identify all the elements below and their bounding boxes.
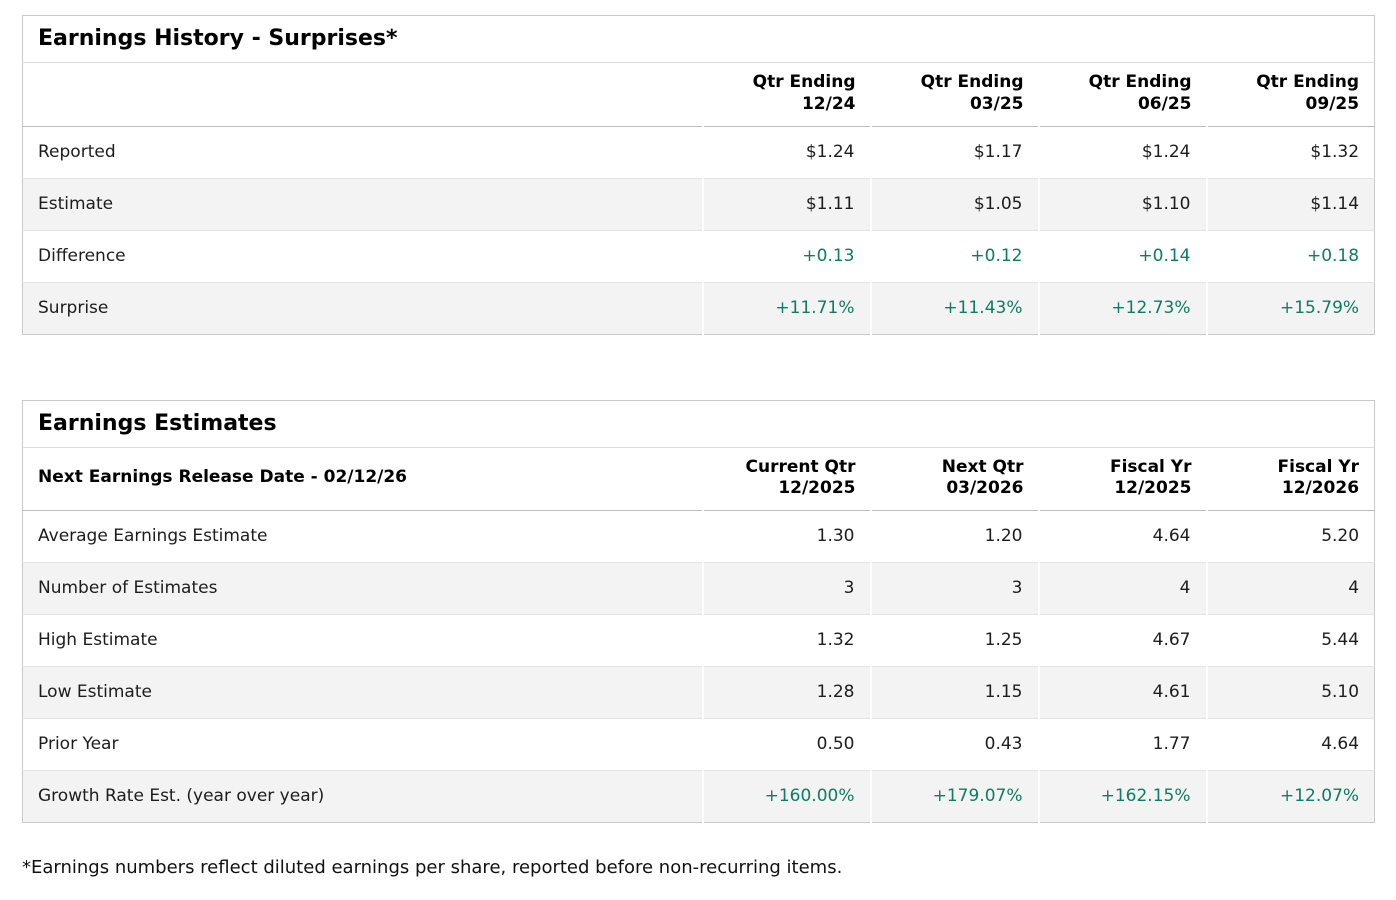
cell-value: +15.79%: [1205, 281, 1375, 334]
table-row: Low Estimate 1.28 1.15 4.61 5.10: [22, 666, 1375, 719]
section-title: Earnings Estimates: [22, 400, 1375, 448]
cell-value: 0.43: [869, 718, 1039, 771]
column-header-line1: Next Qtr: [941, 456, 1024, 477]
cell-value: $1.14: [1205, 177, 1375, 230]
column-header-row: Qtr Ending 12/24 Qtr Ending 03/25 Qtr En…: [22, 62, 1375, 127]
cell-value: 1.15: [869, 666, 1039, 719]
cell-value: +162.15%: [1037, 770, 1207, 823]
cell-value: 4.64: [1205, 718, 1375, 771]
cell-value: 0.50: [701, 718, 871, 771]
row-label: Difference: [22, 229, 703, 282]
cell-value: 1.30: [701, 510, 871, 563]
cell-value: 1.20: [869, 510, 1039, 563]
section-title-row: Earnings Estimates: [22, 400, 1375, 448]
column-header-line1: Qtr Ending: [1088, 72, 1192, 92]
column-header: Qtr Ending 09/25: [1206, 62, 1375, 127]
row-label: Number of Estimates: [22, 562, 703, 615]
column-header: Current Qtr 12/2025: [702, 447, 871, 511]
column-header: Qtr Ending 03/25: [870, 62, 1039, 127]
column-header-line2: 06/25: [1137, 93, 1192, 114]
cell-value: $1.10: [1037, 177, 1207, 230]
cell-value: +179.07%: [869, 770, 1039, 823]
cell-value: $1.24: [1037, 125, 1207, 178]
row-label: Estimate: [22, 177, 703, 230]
table-row: Difference +0.13 +0.12 +0.14 +0.18: [22, 229, 1375, 282]
cell-value: $1.32: [1205, 125, 1375, 178]
column-header: Next Qtr 03/2026: [870, 447, 1039, 511]
cell-value: 4: [1205, 562, 1375, 615]
cell-value: $1.24: [701, 125, 871, 178]
cell-value: $1.17: [869, 125, 1039, 178]
cell-value: +12.73%: [1037, 281, 1207, 334]
cell-value: +0.14: [1037, 229, 1207, 282]
next-earnings-release-date: Next Earnings Release Date - 02/12/26: [22, 447, 703, 511]
column-header-line2: 12/2026: [1281, 478, 1360, 499]
row-label: Low Estimate: [22, 666, 703, 719]
column-header-line2: 09/25: [1305, 93, 1360, 114]
column-header-line2: 03/25: [969, 93, 1024, 114]
section-title-row: Earnings History - Surprises*: [22, 15, 1375, 63]
column-header-line2: 12/2025: [1114, 478, 1192, 499]
table-row: Reported $1.24 $1.17 $1.24 $1.32: [22, 125, 1375, 178]
column-header-label: [22, 62, 703, 127]
cell-value: 1.32: [701, 614, 871, 667]
column-header-line1: Qtr Ending: [920, 72, 1024, 92]
cell-value: +160.00%: [701, 770, 871, 823]
cell-value: 4.64: [1037, 510, 1207, 563]
table-row: Surprise +11.71% +11.43% +12.73% +15.79%: [22, 281, 1375, 334]
row-label: High Estimate: [22, 614, 703, 667]
column-header: Qtr Ending 06/25: [1038, 62, 1207, 127]
cell-value: +0.18: [1205, 229, 1375, 282]
column-header-line2: 03/2026: [946, 478, 1024, 499]
cell-value: 4: [1037, 562, 1207, 615]
cell-value: 5.20: [1205, 510, 1375, 563]
cell-value: 3: [701, 562, 871, 615]
section-title: Earnings History - Surprises*: [22, 15, 1375, 63]
cell-value: 5.10: [1205, 666, 1375, 719]
row-label: Reported: [22, 125, 703, 178]
table-row: Average Earnings Estimate 1.30 1.20 4.64…: [22, 510, 1375, 563]
cell-value: 1.25: [869, 614, 1039, 667]
cell-value: +11.71%: [701, 281, 871, 334]
earnings-estimates-table: Earnings Estimates Next Earnings Release…: [22, 399, 1376, 823]
column-header: Fiscal Yr 12/2025: [1038, 447, 1207, 511]
table-row: Growth Rate Est. (year over year) +160.0…: [22, 770, 1375, 823]
cell-value: 1.77: [1037, 718, 1207, 771]
column-header-line2: 12/24: [801, 93, 856, 114]
cell-value: $1.05: [869, 177, 1039, 230]
column-header-line2: 12/2025: [778, 478, 856, 499]
row-label: Average Earnings Estimate: [22, 510, 703, 563]
column-header-line1: Fiscal Yr: [1277, 456, 1360, 477]
column-header-line1: Current Qtr: [745, 456, 856, 477]
cell-value: 1.28: [701, 666, 871, 719]
row-label: Growth Rate Est. (year over year): [22, 770, 703, 823]
column-header-row: Next Earnings Release Date - 02/12/26 Cu…: [22, 447, 1375, 511]
table-row: High Estimate 1.32 1.25 4.67 5.44: [22, 614, 1375, 667]
cell-value: 4.61: [1037, 666, 1207, 719]
earnings-history-table: Earnings History - Surprises* Qtr Ending…: [22, 15, 1376, 335]
column-header-line1: Qtr Ending: [752, 72, 856, 92]
cell-value: +0.13: [701, 229, 871, 282]
row-label: Surprise: [22, 281, 703, 334]
table-row: Prior Year 0.50 0.43 1.77 4.64: [22, 718, 1375, 771]
column-header-line1: Fiscal Yr: [1109, 456, 1192, 477]
page-root: Earnings History - Surprises* Qtr Ending…: [22, 15, 1376, 878]
cell-value: +12.07%: [1205, 770, 1375, 823]
earnings-footnote: *Earnings numbers reflect diluted earnin…: [22, 857, 843, 878]
cell-value: 3: [869, 562, 1039, 615]
cell-value: +11.43%: [869, 281, 1039, 334]
cell-value: 5.44: [1205, 614, 1375, 667]
column-header: Fiscal Yr 12/2026: [1206, 447, 1375, 511]
row-label: Prior Year: [22, 718, 703, 771]
cell-value: $1.11: [701, 177, 871, 230]
cell-value: 4.67: [1037, 614, 1207, 667]
table-row: Estimate $1.11 $1.05 $1.10 $1.14: [22, 177, 1375, 230]
column-header: Qtr Ending 12/24: [702, 62, 871, 127]
table-row: Number of Estimates 3 3 4 4: [22, 562, 1375, 615]
column-header-line1: Qtr Ending: [1256, 72, 1360, 92]
cell-value: +0.12: [869, 229, 1039, 282]
